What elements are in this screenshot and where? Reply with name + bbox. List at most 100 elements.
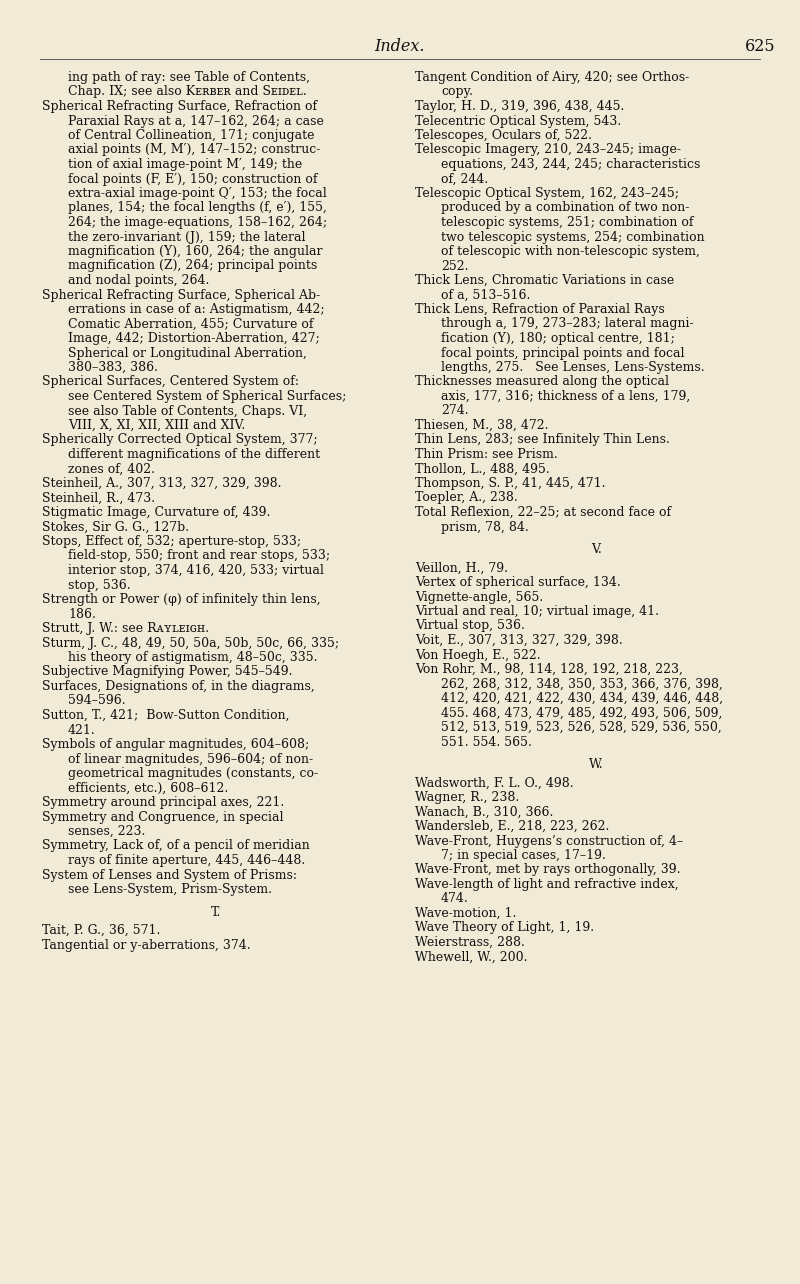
Text: different magnifications of the different: different magnifications of the differen… [68, 448, 320, 461]
Text: focal points, principal points and focal: focal points, principal points and focal [441, 347, 685, 360]
Text: rays of finite aperture, 445, 446–448.: rays of finite aperture, 445, 446–448. [68, 854, 306, 867]
Text: Tait, P. G., 36, 571.: Tait, P. G., 36, 571. [42, 924, 160, 937]
Text: Symmetry and Congruence, in special: Symmetry and Congruence, in special [42, 810, 283, 823]
Text: Total Reflexion, 22–25; at second face of: Total Reflexion, 22–25; at second face o… [415, 506, 671, 519]
Text: Thick Lens, Chromatic Variations in case: Thick Lens, Chromatic Variations in case [415, 273, 674, 288]
Text: Comatic Aberration, 455; Curvature of: Comatic Aberration, 455; Curvature of [68, 317, 314, 330]
Text: Telescopic Imagery, 210, 243–245; image-: Telescopic Imagery, 210, 243–245; image- [415, 144, 681, 157]
Text: zones of, 402.: zones of, 402. [68, 462, 155, 475]
Text: prism, 78, 84.: prism, 78, 84. [441, 520, 529, 533]
Text: Thicknesses measured along the optical: Thicknesses measured along the optical [415, 375, 669, 389]
Text: Telescopic Optical System, 162, 243–245;: Telescopic Optical System, 162, 243–245; [415, 187, 679, 200]
Text: 594–596.: 594–596. [68, 695, 126, 707]
Text: Thiesen, M., 38, 472.: Thiesen, M., 38, 472. [415, 419, 549, 431]
Text: Wave-Front, Huygens’s construction of, 4–: Wave-Front, Huygens’s construction of, 4… [415, 835, 683, 847]
Text: interior stop, 374, 416, 420, 533; virtual: interior stop, 374, 416, 420, 533; virtu… [68, 564, 324, 577]
Text: through a, 179, 273–283; lateral magni-: through a, 179, 273–283; lateral magni- [441, 317, 694, 330]
Text: Whewell, W., 200.: Whewell, W., 200. [415, 950, 527, 963]
Text: 262, 268, 312, 348, 350, 353, 366, 376, 398,: 262, 268, 312, 348, 350, 353, 366, 376, … [441, 678, 723, 691]
Text: Sturm, J. C., 48, 49, 50, 50a, 50b, 50c, 66, 335;: Sturm, J. C., 48, 49, 50, 50a, 50b, 50c,… [42, 637, 339, 650]
Text: stop, 536.: stop, 536. [68, 579, 130, 592]
Text: see also Table of Contents, Chaps. VI,: see also Table of Contents, Chaps. VI, [68, 404, 307, 417]
Text: Spherical Refracting Surface, Spherical Ab-: Spherical Refracting Surface, Spherical … [42, 289, 320, 302]
Text: 551. 554. 565.: 551. 554. 565. [441, 736, 532, 749]
Text: Wave Theory of Light, 1, 19.: Wave Theory of Light, 1, 19. [415, 922, 594, 935]
Text: Thompson, S. P., 41, 445, 471.: Thompson, S. P., 41, 445, 471. [415, 476, 606, 490]
Text: telescopic systems, 251; combination of: telescopic systems, 251; combination of [441, 216, 694, 229]
Text: ing path of ray: see Table of Contents,: ing path of ray: see Table of Contents, [68, 71, 310, 83]
Text: Symmetry, Lack of, of a pencil of meridian: Symmetry, Lack of, of a pencil of meridi… [42, 840, 310, 853]
Text: Veillon, H., 79.: Veillon, H., 79. [415, 561, 508, 574]
Text: Weierstrass, 288.: Weierstrass, 288. [415, 936, 525, 949]
Text: two telescopic systems, 254; combination: two telescopic systems, 254; combination [441, 231, 705, 244]
Text: magnification (Y), 160, 264; the angular: magnification (Y), 160, 264; the angular [68, 245, 322, 258]
Text: his theory of astigmatism, 48–50c, 335.: his theory of astigmatism, 48–50c, 335. [68, 651, 318, 664]
Text: magnification (Z), 264; principal points: magnification (Z), 264; principal points [68, 259, 318, 272]
Text: of telescopic with non-telescopic system,: of telescopic with non-telescopic system… [441, 245, 700, 258]
Text: T.: T. [211, 905, 221, 918]
Text: see Centered System of Spherical Surfaces;: see Centered System of Spherical Surface… [68, 390, 346, 403]
Text: Spherical Surfaces, Centered System of:: Spherical Surfaces, Centered System of: [42, 375, 299, 389]
Text: field-stop, 550; front and rear stops, 533;: field-stop, 550; front and rear stops, 5… [68, 550, 330, 562]
Text: Index.: Index. [374, 39, 426, 55]
Text: Von Rohr, M., 98, 114, 128, 192, 218, 223,: Von Rohr, M., 98, 114, 128, 192, 218, 22… [415, 663, 683, 675]
Text: copy.: copy. [441, 86, 473, 99]
Text: 274.: 274. [441, 404, 469, 417]
Text: Wanach, B., 310, 366.: Wanach, B., 310, 366. [415, 805, 554, 818]
Text: Subjective Magnifying Power, 545–549.: Subjective Magnifying Power, 545–549. [42, 665, 293, 678]
Text: V.: V. [591, 543, 602, 556]
Text: 186.: 186. [68, 607, 96, 620]
Text: System of Lenses and System of Prisms:: System of Lenses and System of Prisms: [42, 868, 297, 882]
Text: the zero-invariant (J), 159; the lateral: the zero-invariant (J), 159; the lateral [68, 231, 306, 244]
Text: planes, 154; the focal lengths (f, e′), 155,: planes, 154; the focal lengths (f, e′), … [68, 202, 327, 214]
Text: Wagner, R., 238.: Wagner, R., 238. [415, 791, 519, 804]
Text: geometrical magnitudes (constants, co-: geometrical magnitudes (constants, co- [68, 767, 318, 779]
Text: Von Hoegh, E., 522.: Von Hoegh, E., 522. [415, 648, 541, 661]
Text: Wandersleb, E., 218, 223, 262.: Wandersleb, E., 218, 223, 262. [415, 820, 610, 833]
Text: tion of axial image-point M′, 149; the: tion of axial image-point M′, 149; the [68, 158, 302, 171]
Text: Vertex of spherical surface, 134.: Vertex of spherical surface, 134. [415, 577, 621, 589]
Text: Thick Lens, Refraction of Paraxial Rays: Thick Lens, Refraction of Paraxial Rays [415, 303, 665, 316]
Text: Virtual stop, 536.: Virtual stop, 536. [415, 619, 525, 633]
Text: Voit, E., 307, 313, 327, 329, 398.: Voit, E., 307, 313, 327, 329, 398. [415, 634, 622, 647]
Text: see Lens-System, Prism-System.: see Lens-System, Prism-System. [68, 883, 272, 896]
Text: produced by a combination of two non-: produced by a combination of two non- [441, 202, 690, 214]
Text: Strength or Power (φ) of infinitely thin lens,: Strength or Power (φ) of infinitely thin… [42, 593, 321, 606]
Text: 512, 513, 519, 523, 526, 528, 529, 536, 550,: 512, 513, 519, 523, 526, 528, 529, 536, … [441, 722, 722, 734]
Text: extra-axial image-point Q′, 153; the focal: extra-axial image-point Q′, 153; the foc… [68, 187, 326, 200]
Text: Stokes, Sir G. G., 127b.: Stokes, Sir G. G., 127b. [42, 520, 189, 533]
Text: Telecentric Optical System, 543.: Telecentric Optical System, 543. [415, 114, 622, 127]
Text: VIII, X, XI, XII, XIII and XIV.: VIII, X, XI, XII, XIII and XIV. [68, 419, 246, 431]
Text: 625: 625 [745, 39, 776, 55]
Text: W.: W. [589, 758, 604, 770]
Text: Symbols of angular magnitudes, 604–608;: Symbols of angular magnitudes, 604–608; [42, 738, 310, 751]
Text: 474.: 474. [441, 892, 469, 905]
Text: Strutt, J. W.: see Rᴀʏʟᴇɪɢʜ.: Strutt, J. W.: see Rᴀʏʟᴇɪɢʜ. [42, 621, 209, 636]
Text: efficients, etc.), 608–612.: efficients, etc.), 608–612. [68, 782, 228, 795]
Text: of Central Collineation, 171; conjugate: of Central Collineation, 171; conjugate [68, 128, 314, 143]
Text: equations, 243, 244, 245; characteristics: equations, 243, 244, 245; characteristic… [441, 158, 700, 171]
Text: Surfaces, Designations of, in the diagrams,: Surfaces, Designations of, in the diagra… [42, 681, 314, 693]
Text: axial points (M, M′), 147–152; construc-: axial points (M, M′), 147–152; construc- [68, 144, 320, 157]
Text: Stops, Effect of, 532; aperture-stop, 533;: Stops, Effect of, 532; aperture-stop, 53… [42, 535, 301, 548]
Text: Tangential or y-aberrations, 374.: Tangential or y-aberrations, 374. [42, 939, 250, 951]
Text: Vignette-angle, 565.: Vignette-angle, 565. [415, 591, 543, 603]
Text: 264; the image-equations, 158–162, 264;: 264; the image-equations, 158–162, 264; [68, 216, 327, 229]
Text: focal points (F, E′), 150; construction of: focal points (F, E′), 150; construction … [68, 172, 318, 185]
Text: Thin Prism: see Prism.: Thin Prism: see Prism. [415, 448, 558, 461]
Text: Paraxial Rays at a, 147–162, 264; a case: Paraxial Rays at a, 147–162, 264; a case [68, 114, 324, 127]
Text: 380–383, 386.: 380–383, 386. [68, 361, 158, 374]
Text: and nodal points, 264.: and nodal points, 264. [68, 273, 210, 288]
Text: Telescopes, Oculars of, 522.: Telescopes, Oculars of, 522. [415, 128, 592, 143]
Text: Spherical or Longitudinal Aberration,: Spherical or Longitudinal Aberration, [68, 347, 307, 360]
Text: Steinheil, R., 473.: Steinheil, R., 473. [42, 492, 155, 505]
Text: Tangent Condition of Airy, 420; see Orthos-: Tangent Condition of Airy, 420; see Orth… [415, 71, 690, 83]
Text: Thollon, L., 488, 495.: Thollon, L., 488, 495. [415, 462, 550, 475]
Text: Steinheil, A., 307, 313, 327, 329, 398.: Steinheil, A., 307, 313, 327, 329, 398. [42, 476, 282, 490]
Text: Chap. IX; see also Kᴇʀʙᴇʀ and Sᴇɪᴅᴇʟ.: Chap. IX; see also Kᴇʀʙᴇʀ and Sᴇɪᴅᴇʟ. [68, 86, 306, 99]
Text: lengths, 275.   See Lenses, Lens-Systems.: lengths, 275. See Lenses, Lens-Systems. [441, 361, 705, 374]
Text: of, 244.: of, 244. [441, 172, 488, 185]
Text: Taylor, H. D., 319, 396, 438, 445.: Taylor, H. D., 319, 396, 438, 445. [415, 100, 624, 113]
Text: 412, 420, 421, 422, 430, 434, 439, 446, 448,: 412, 420, 421, 422, 430, 434, 439, 446, … [441, 692, 723, 705]
Text: Stigmatic Image, Curvature of, 439.: Stigmatic Image, Curvature of, 439. [42, 506, 270, 519]
